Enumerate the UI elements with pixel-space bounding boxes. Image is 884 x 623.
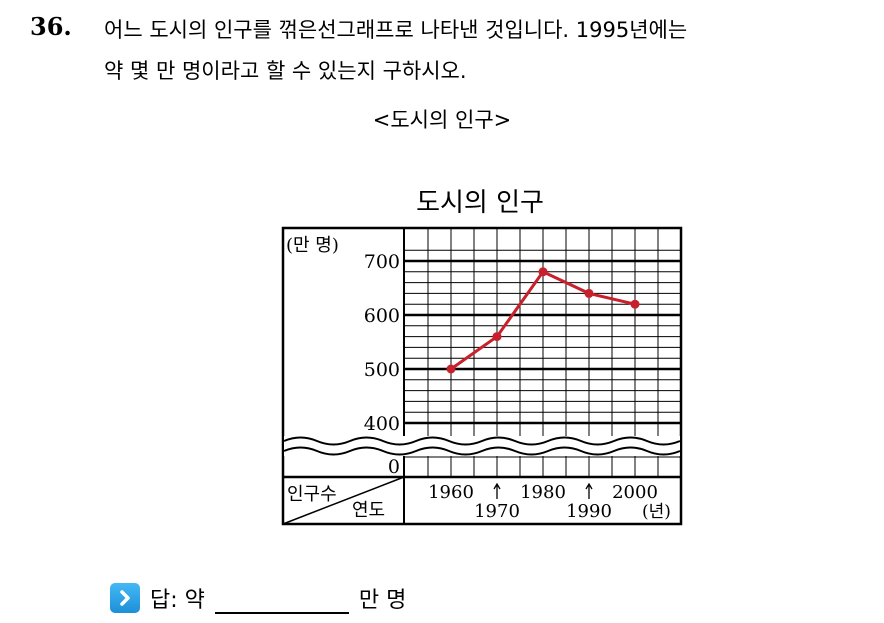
y-tick-label: 0	[388, 456, 400, 478]
x-tick-labels: 1960 1980 2000 1970 1990	[428, 482, 658, 522]
header-diagonal	[282, 476, 405, 525]
y-tick-label: 500	[364, 359, 400, 381]
answer-row: 답: 약 만 명	[110, 578, 406, 618]
axis-break-wave	[283, 436, 681, 456]
data-point	[538, 267, 548, 277]
chart-grid	[404, 228, 681, 477]
x-tick-arrow	[493, 482, 501, 499]
axis-break-wave-top	[283, 436, 681, 446]
year-unit-label: (년)	[642, 502, 671, 522]
chart-frame	[281, 226, 683, 526]
y-tick-labels: 700 600 500 400 0	[364, 251, 400, 478]
question-text-line-1: 어느 도시의 인구를 꺾은선그래프로 나타낸 것입니다. 1995년에는	[104, 18, 688, 42]
row-header-label: 인구수	[287, 484, 337, 505]
question-number: 36.	[30, 12, 72, 41]
y-unit-label: (만 명)	[286, 235, 339, 256]
chart-labels: (만 명) 인구수 연도 (년)	[286, 235, 671, 522]
data-point	[446, 364, 456, 374]
y-tick-label: 700	[364, 251, 400, 273]
data-point	[492, 332, 502, 342]
question-text-line-2: 약 몇 만 명이라고 할 수 있는지 구하시오.	[104, 59, 467, 83]
data-point	[584, 288, 594, 298]
y-tick-label: 400	[364, 413, 400, 435]
x-tick-label: 1990	[566, 501, 612, 522]
axis-break-wave-bottom	[283, 446, 681, 456]
chevron-right-icon	[110, 583, 140, 613]
data-point	[630, 299, 640, 309]
answer-prefix: 답: 약	[150, 588, 205, 613]
chart-border	[281, 226, 683, 526]
y-tick-label: 600	[364, 305, 400, 327]
x-tick-label: 1980	[520, 482, 566, 503]
figure-caption: <도시의 인구>	[372, 108, 512, 132]
answer-blank[interactable]	[214, 582, 349, 614]
x-tick-label: 1960	[428, 482, 474, 503]
x-tick-arrow	[585, 482, 593, 499]
answer-suffix: 만 명	[358, 588, 407, 613]
x-tick-label: 2000	[612, 482, 658, 503]
x-tick-label: 1970	[474, 501, 520, 522]
chart-title: 도시의 인구	[416, 188, 544, 218]
series-layer	[446, 267, 640, 374]
col-header-label: 연도	[352, 500, 385, 521]
